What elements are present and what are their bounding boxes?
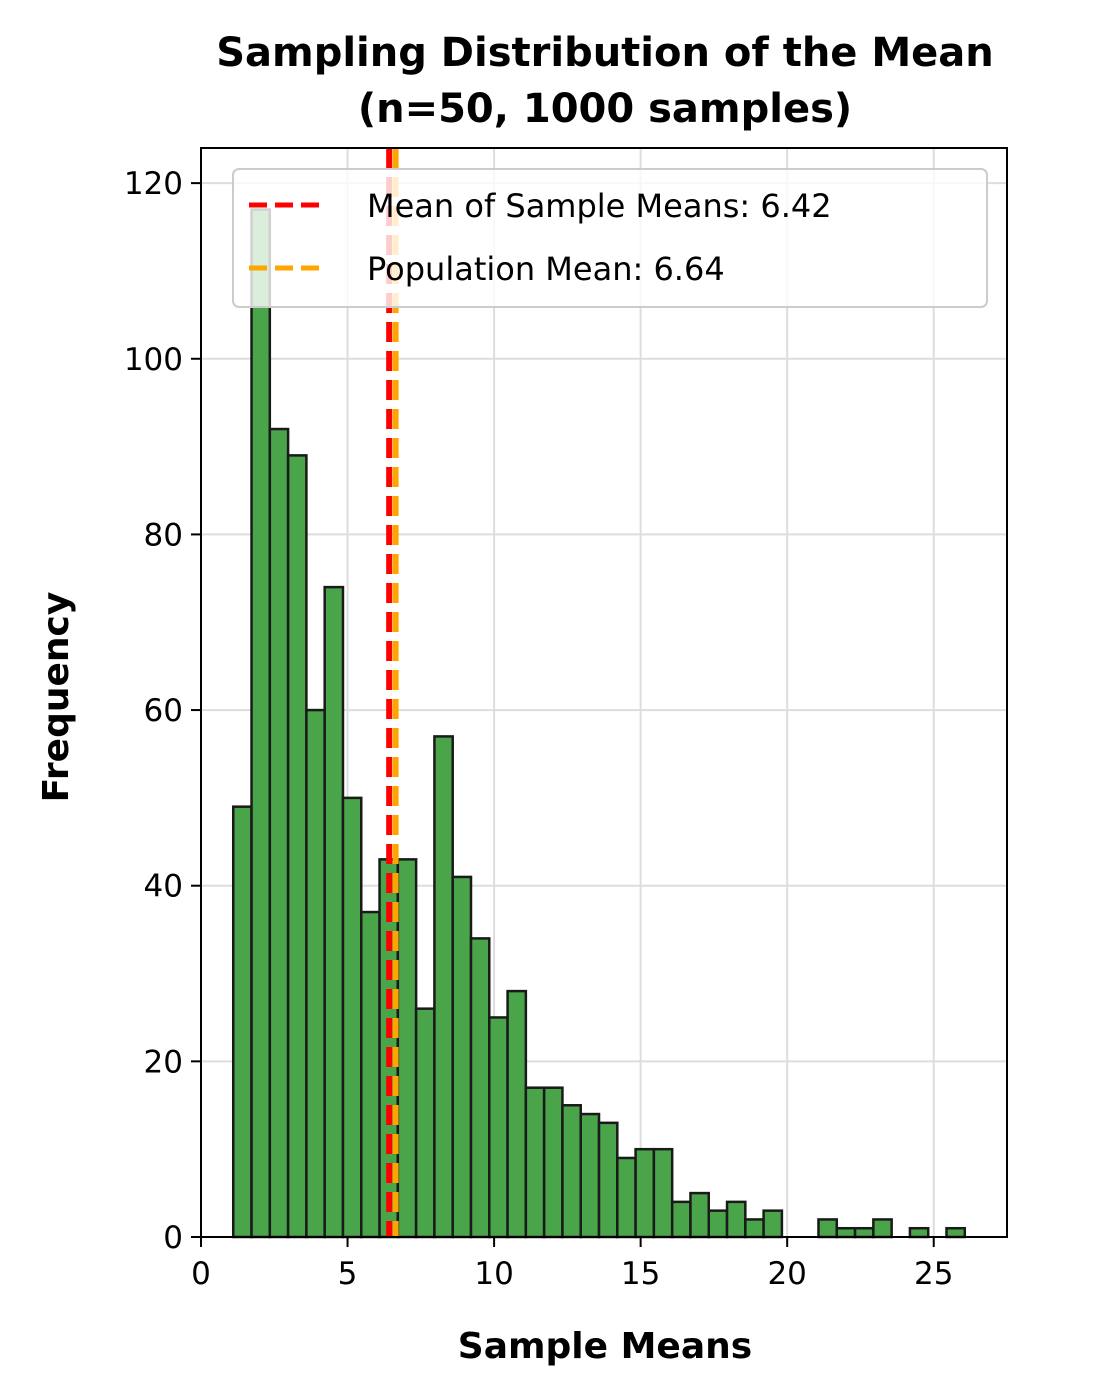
histogram-bar — [360, 910, 381, 1239]
y-tick-label: 80 — [144, 517, 183, 553]
histogram-bar — [652, 1147, 674, 1239]
histogram-bar — [616, 1156, 637, 1239]
histogram-bar — [433, 735, 454, 1239]
chart-subtitle: (n=50, 1000 samples) — [358, 86, 852, 132]
legend-label-population-mean: Population Mean: 6.64 — [367, 250, 725, 288]
histogram-bar — [268, 427, 290, 1239]
histogram-bar — [506, 989, 528, 1239]
histogram-bar — [597, 1121, 619, 1239]
histogram-bar — [542, 1086, 564, 1239]
histogram-bar — [250, 208, 272, 1239]
x-axis-label: Sample Means — [458, 1326, 752, 1367]
axis-ticks: 0 5 10 15 20 25 0 20 40 60 80 100 120 — [124, 166, 954, 1292]
histogram-bar — [414, 1007, 436, 1239]
histogram-bar — [341, 796, 363, 1239]
histogram-bar — [634, 1147, 656, 1239]
histogram-bar — [451, 875, 473, 1239]
histogram-bar — [707, 1209, 729, 1239]
chart-title: Sampling Distribution of the Mean — [216, 30, 994, 76]
histogram-bar — [817, 1218, 839, 1239]
histogram-bar — [670, 1200, 692, 1239]
plot-frame — [200, 147, 1008, 1238]
histogram-bar — [469, 937, 491, 1239]
histogram-bar — [725, 1200, 747, 1239]
y-axis-label: Frequency — [36, 592, 77, 803]
x-tick-label: 5 — [338, 1256, 358, 1292]
y-tick-label: 100 — [124, 342, 183, 378]
histogram-bar — [835, 1226, 857, 1239]
histogram-bar — [689, 1191, 711, 1239]
legend-box — [232, 168, 988, 308]
histogram-bar — [396, 858, 418, 1239]
histogram-bar — [323, 585, 345, 1239]
x-tick-label: 20 — [767, 1256, 806, 1292]
histogram-bar — [853, 1226, 875, 1239]
x-tick-label: 0 — [191, 1256, 211, 1292]
histogram-bar — [286, 454, 308, 1239]
y-tick-label: 20 — [144, 1044, 183, 1080]
histogram-bar — [488, 1016, 509, 1239]
histogram-bar — [524, 1086, 546, 1239]
histogram-bar — [305, 708, 326, 1239]
y-tick-label: 40 — [144, 869, 183, 905]
x-tick-label: 10 — [474, 1256, 513, 1292]
legend-label-sample-mean: Mean of Sample Means: 6.42 — [367, 187, 832, 225]
x-tick-label: 25 — [914, 1256, 953, 1292]
y-tick-label: 120 — [124, 166, 183, 202]
histogram-bar — [908, 1226, 930, 1239]
histogram-bar — [762, 1209, 784, 1239]
x-tick-label: 15 — [621, 1256, 660, 1292]
y-tick-label: 0 — [163, 1220, 183, 1256]
reference-lines — [386, 148, 399, 1237]
histogram-bar — [231, 805, 253, 1239]
histogram-bar — [945, 1226, 967, 1239]
legend: Mean of Sample Means: 6.42 Population Me… — [232, 168, 988, 308]
histogram-bar — [579, 1112, 601, 1239]
y-tick-label: 60 — [144, 693, 183, 729]
histogram-bar — [561, 1104, 582, 1239]
histogram-bars — [231, 208, 967, 1239]
histogram-bar — [744, 1218, 765, 1239]
histogram-bar — [872, 1218, 893, 1239]
